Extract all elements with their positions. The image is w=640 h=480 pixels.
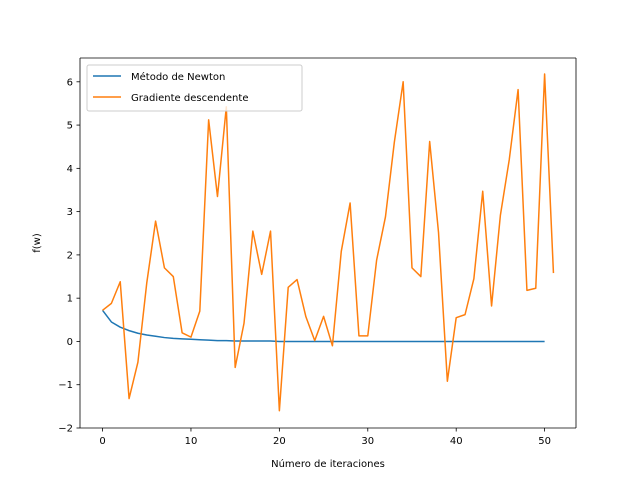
y-tick-label: 1 <box>67 294 73 305</box>
series-line-gradiente <box>102 73 555 412</box>
x-tick-label: 20 <box>273 436 286 447</box>
x-axis-ticks: 0 10 20 30 40 50 <box>99 428 551 447</box>
x-tick-label: 30 <box>361 436 374 447</box>
y-tick-label: −2 <box>58 424 73 435</box>
legend-frame <box>86 64 303 112</box>
axes-frame <box>79 57 577 429</box>
x-tick-label: 40 <box>450 436 463 447</box>
legend-label-newton: Método de Newton <box>131 71 225 83</box>
y-axis-ticks: −2 −1 0 1 2 3 4 5 6 <box>58 77 80 435</box>
plot-area <box>80 58 576 428</box>
x-axis-label: Número de iteraciones <box>271 458 385 470</box>
y-axis-label: f(w) <box>32 233 43 253</box>
y-tick-label: 6 <box>67 77 73 88</box>
y-tick-label: −1 <box>58 380 73 391</box>
y-tick-label: 4 <box>67 164 73 175</box>
series-line-newton <box>101 309 545 343</box>
legend-label-gradiente: Gradiente descendente <box>131 93 248 104</box>
y-tick-label: 2 <box>67 250 73 261</box>
y-tick-label: 3 <box>67 207 73 218</box>
x-tick-label: 10 <box>185 436 198 447</box>
y-tick-label: 5 <box>67 121 73 132</box>
y-tick-label: 0 <box>67 337 73 348</box>
x-tick-label: 50 <box>538 436 551 447</box>
x-tick-label: 0 <box>99 436 105 447</box>
legend: Método de Newton Gradiente descendente <box>86 64 303 112</box>
series-layer <box>101 73 555 412</box>
